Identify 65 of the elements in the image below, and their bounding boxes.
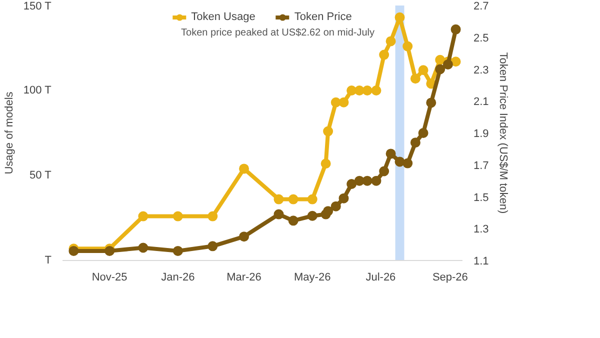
point <box>172 211 183 222</box>
point <box>410 74 420 84</box>
point <box>379 166 390 176</box>
y2-axis-title: Token Price Index (US$/M token) <box>496 52 509 214</box>
point <box>402 158 413 168</box>
point <box>338 97 349 108</box>
y2-tick-label: 1.9 <box>474 128 489 140</box>
point <box>239 164 250 174</box>
point <box>307 194 318 204</box>
point <box>402 41 413 52</box>
x-tick-label: Jul-26 <box>366 272 396 284</box>
x-tick-label: Sep-26 <box>432 272 468 284</box>
y-tick-label: T <box>44 254 52 266</box>
legend-label: Token Price <box>294 11 352 23</box>
point <box>442 59 453 70</box>
y-tick-label: 150 T <box>23 0 52 12</box>
point <box>394 12 405 22</box>
point <box>379 50 390 60</box>
point <box>208 241 218 252</box>
point <box>346 179 357 189</box>
y2-tick-label: 2.7 <box>474 0 489 12</box>
legend-label: Token Usage <box>191 11 256 23</box>
point <box>426 98 436 108</box>
y2-tick-label: 1.1 <box>474 256 489 268</box>
point <box>323 126 334 136</box>
point <box>450 56 461 67</box>
point <box>362 86 372 96</box>
point <box>418 128 428 138</box>
y2-tick-label: 1.3 <box>474 224 489 236</box>
y-tick-label: 100 T <box>23 84 52 96</box>
x-tick-label: Jan-26 <box>161 272 195 284</box>
point <box>172 246 183 256</box>
point <box>418 65 428 76</box>
point <box>288 216 298 226</box>
point <box>386 36 396 46</box>
point <box>138 211 148 222</box>
point <box>450 24 461 34</box>
y-tick-label: 50 T <box>29 170 52 182</box>
point <box>410 138 420 148</box>
y2-tick-label: 1.7 <box>474 160 489 172</box>
point <box>320 158 331 169</box>
y2-tick-label: 2.1 <box>474 96 489 108</box>
point <box>307 210 318 221</box>
point <box>274 209 284 220</box>
y2-tick-label: 1.5 <box>474 192 489 204</box>
point <box>371 176 382 186</box>
x-tick-label: May-26 <box>294 272 331 284</box>
point <box>323 206 334 216</box>
x-tick-label: Nov-25 <box>92 272 128 284</box>
point <box>239 232 250 242</box>
point <box>208 211 218 222</box>
point <box>330 201 341 212</box>
point <box>371 86 382 96</box>
point <box>435 64 446 74</box>
y-axis-title: Usage of models <box>3 91 16 174</box>
point <box>386 148 396 159</box>
point <box>362 176 372 186</box>
y2-tick-label: 2.3 <box>474 64 489 76</box>
annotation: Token price peaked at US$2.62 on mid-July <box>181 28 375 39</box>
point <box>338 193 349 204</box>
point <box>138 242 148 253</box>
x-tick-label: Mar-26 <box>226 272 262 284</box>
point <box>288 194 298 204</box>
point <box>274 194 284 204</box>
y2-tick-label: 2.5 <box>474 32 489 44</box>
